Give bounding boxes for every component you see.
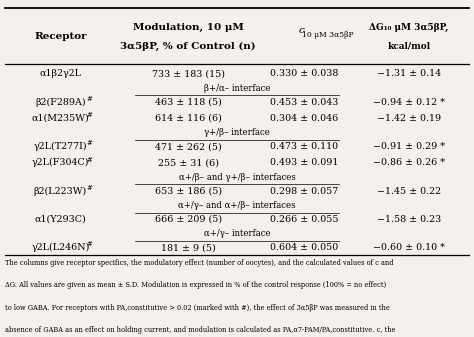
- Text: α1(M235W): α1(M235W): [32, 114, 90, 123]
- Text: 0.304 ± 0.046: 0.304 ± 0.046: [270, 114, 338, 123]
- Text: #: #: [87, 156, 93, 164]
- Text: β+/α– interface: β+/α– interface: [204, 84, 270, 93]
- Text: α+/γ– and α+/β– interfaces: α+/γ– and α+/β– interfaces: [178, 201, 296, 210]
- Text: 0.330 ± 0.038: 0.330 ± 0.038: [270, 69, 338, 79]
- Text: Receptor: Receptor: [34, 32, 87, 41]
- Text: α+/γ– interface: α+/γ– interface: [204, 229, 270, 238]
- Text: 653 ± 186 (5): 653 ± 186 (5): [155, 187, 222, 196]
- Text: 471 ± 262 (5): 471 ± 262 (5): [155, 142, 222, 151]
- Text: 0.453 ± 0.043: 0.453 ± 0.043: [270, 98, 338, 106]
- Text: 10 μM 3α5βP: 10 μM 3α5βP: [302, 31, 354, 39]
- Text: #: #: [87, 95, 93, 103]
- Text: −1.31 ± 0.14: −1.31 ± 0.14: [377, 69, 441, 79]
- Text: 666 ± 209 (5): 666 ± 209 (5): [155, 215, 222, 224]
- Text: 255 ± 31 (6): 255 ± 31 (6): [158, 158, 219, 167]
- Text: kcal/mol: kcal/mol: [387, 41, 430, 50]
- Text: 463 ± 118 (5): 463 ± 118 (5): [155, 98, 222, 106]
- Text: #: #: [87, 240, 93, 248]
- Text: #: #: [87, 111, 93, 119]
- Text: c: c: [299, 26, 304, 35]
- Text: β2(F289A): β2(F289A): [35, 98, 86, 107]
- Text: 0.266 ± 0.055: 0.266 ± 0.055: [270, 215, 338, 224]
- Text: ΔG. All values are given as mean ± S.D. Modulation is expressed in % of the cont: ΔG. All values are given as mean ± S.D. …: [5, 281, 386, 289]
- Text: α1β2γ2L: α1β2γ2L: [39, 69, 82, 79]
- Text: 614 ± 116 (6): 614 ± 116 (6): [155, 114, 222, 123]
- Text: ΔG₁₀ μM 3α5βP,: ΔG₁₀ μM 3α5βP,: [369, 23, 448, 32]
- Text: −1.58 ± 0.23: −1.58 ± 0.23: [377, 215, 441, 224]
- Text: to low GABA. For receptors with PA,constitutive > 0.02 (marked with #), the effe: to low GABA. For receptors with PA,const…: [5, 304, 390, 312]
- Text: 0.604 ± 0.050: 0.604 ± 0.050: [270, 243, 338, 252]
- Text: 181 ± 9 (5): 181 ± 9 (5): [161, 243, 216, 252]
- Text: −0.91 ± 0.29 *: −0.91 ± 0.29 *: [373, 142, 445, 151]
- Text: The columns give receptor specifics, the modulatory effect (number of oocytes), : The columns give receptor specifics, the…: [5, 259, 393, 267]
- Text: 0.473 ± 0.110: 0.473 ± 0.110: [270, 142, 338, 151]
- Text: α+/β– and γ+/β– interfaces: α+/β– and γ+/β– interfaces: [179, 173, 295, 182]
- Text: −1.42 ± 0.19: −1.42 ± 0.19: [377, 114, 441, 123]
- Text: 0.493 ± 0.091: 0.493 ± 0.091: [270, 158, 338, 167]
- Text: −0.60 ± 0.10 *: −0.60 ± 0.10 *: [373, 243, 445, 252]
- Text: −0.94 ± 0.12 *: −0.94 ± 0.12 *: [373, 98, 445, 106]
- Text: β2(L223W): β2(L223W): [34, 187, 87, 196]
- Text: −0.86 ± 0.26 *: −0.86 ± 0.26 *: [373, 158, 445, 167]
- Text: 0.298 ± 0.057: 0.298 ± 0.057: [270, 187, 338, 196]
- Text: γ2L(L246N): γ2L(L246N): [31, 243, 90, 252]
- Text: α1(Y293C): α1(Y293C): [35, 215, 86, 224]
- Text: Modulation, 10 μM: Modulation, 10 μM: [133, 23, 244, 32]
- Text: γ+/β– interface: γ+/β– interface: [204, 128, 270, 137]
- Text: #: #: [87, 184, 93, 192]
- Text: 3α5βP, % of Control (n): 3α5βP, % of Control (n): [120, 42, 256, 51]
- Text: 733 ± 183 (15): 733 ± 183 (15): [152, 69, 225, 79]
- Text: absence of GABA as an effect on holding current, and modulation is calculated as: absence of GABA as an effect on holding …: [5, 326, 395, 334]
- Text: #: #: [87, 139, 93, 147]
- Text: γ2L(T277I): γ2L(T277I): [34, 142, 87, 151]
- Text: −1.45 ± 0.22: −1.45 ± 0.22: [377, 187, 441, 196]
- Text: γ2L(F304C): γ2L(F304C): [32, 158, 89, 167]
